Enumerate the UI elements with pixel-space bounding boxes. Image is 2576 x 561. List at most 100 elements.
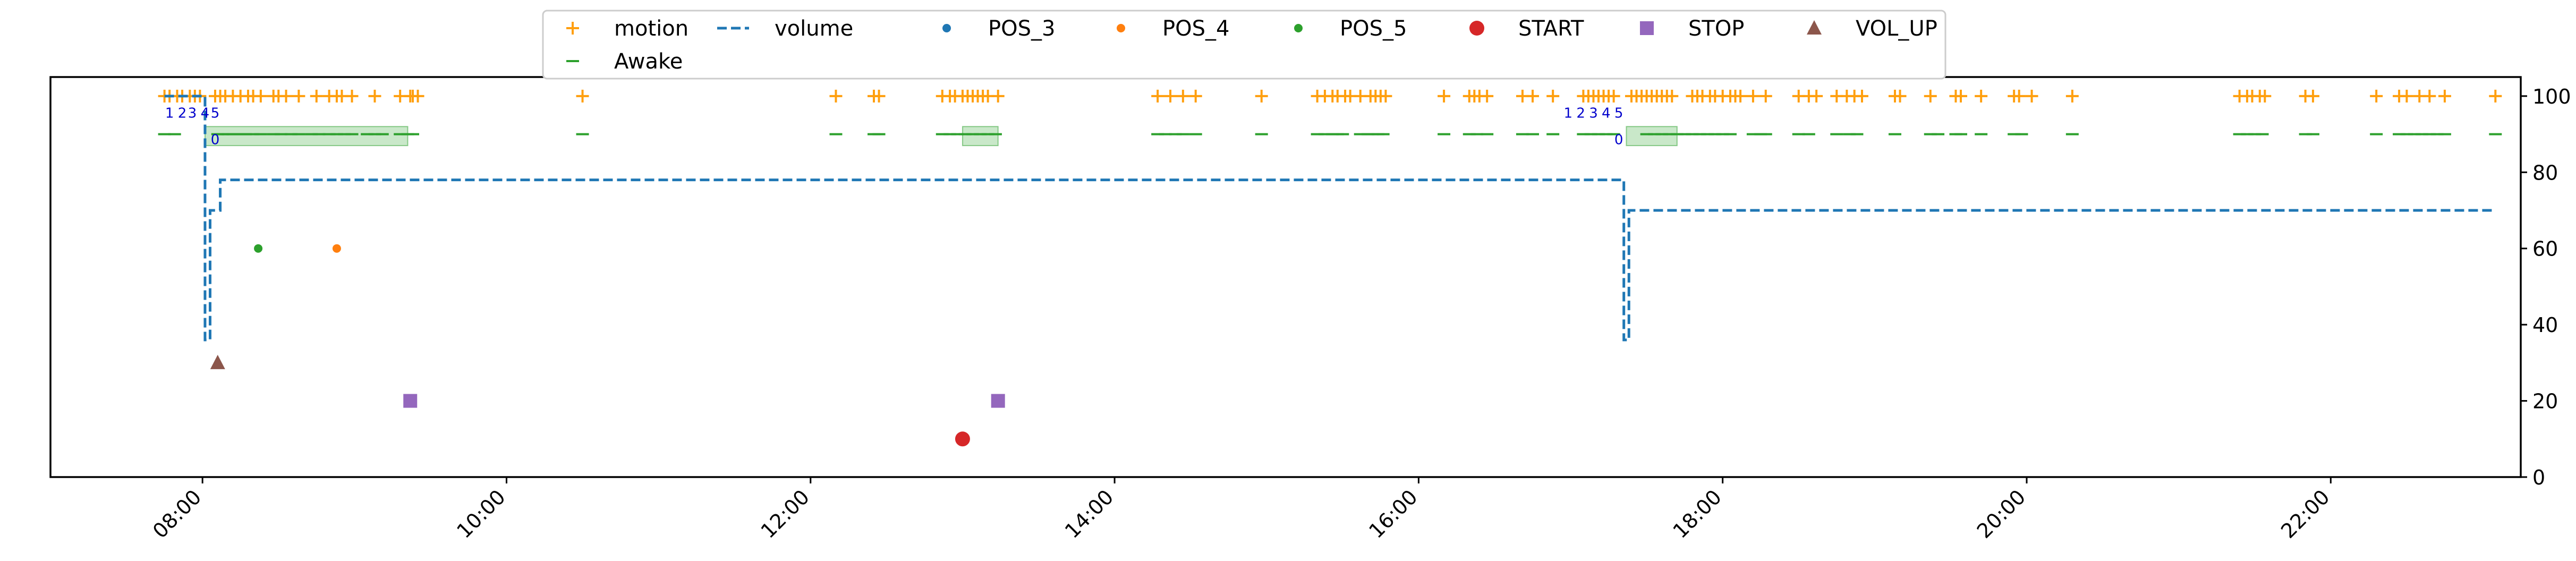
step-annotation: 4 [1602, 106, 1611, 122]
x-tick-label: 12:00 [756, 485, 814, 543]
motion-marker [1607, 89, 1620, 103]
step-annotation: 5 [211, 106, 220, 122]
step-annotation: 2 [178, 106, 187, 122]
legend-swatch [1294, 24, 1303, 32]
y-tick-label: 60 [2532, 237, 2558, 261]
motion-marker [292, 89, 305, 103]
motion-marker [310, 89, 323, 103]
y-tick-label: 0 [2532, 466, 2545, 489]
motion-marker [1526, 89, 1539, 103]
motion-marker [1546, 89, 1560, 103]
motion-marker [2438, 89, 2451, 103]
awake-span [204, 126, 409, 147]
motion-marker [2370, 89, 2383, 103]
pos-5-marker [254, 244, 263, 253]
motion-marker [872, 89, 886, 103]
motion-marker [1151, 89, 1164, 103]
step-annotation: 5 [1614, 106, 1623, 122]
legend-label: motion [614, 16, 688, 41]
motion-marker [1954, 89, 1967, 103]
step-annotation: 0 [1614, 132, 1623, 148]
motion-marker [1164, 89, 1177, 103]
stop-marker [991, 394, 1005, 408]
legend-swatch [566, 22, 579, 35]
y-axis: 0 20 40 60 80 100 [2521, 85, 2571, 489]
motion-marker [254, 89, 267, 103]
awake-span [962, 126, 999, 147]
step-annotation: 0 [211, 132, 220, 148]
motion-marker [2423, 89, 2436, 103]
step-annotation: 2 [1576, 106, 1585, 122]
motion-marker [2489, 89, 2502, 103]
series-layer [158, 89, 2502, 447]
legend: motion volume POS_3 POS_4 POS_5 START STOP VOL_… [542, 10, 1946, 80]
step-annotation: 1 [165, 106, 174, 122]
motion-marker [345, 89, 359, 103]
legend-swatch [1640, 21, 1654, 35]
motion-marker [1481, 89, 1494, 103]
legend-swatch [1469, 21, 1484, 36]
x-tick-label: 16:00 [1364, 485, 1422, 543]
legend-swatch [1117, 24, 1125, 32]
step-annotation: 1 [1563, 106, 1572, 122]
legend-swatch [1807, 20, 1822, 35]
motion-marker [1379, 89, 1392, 103]
motion-marker [2012, 89, 2026, 103]
motion-marker [2306, 89, 2319, 103]
vol-up-marker [210, 354, 225, 369]
legend-label: START [1518, 16, 1584, 41]
motion-marker [368, 89, 381, 103]
motion-marker [2025, 89, 2038, 103]
x-tick-label: 10:00 [452, 485, 510, 543]
motion-marker [1665, 89, 1679, 103]
motion-marker [1255, 89, 1268, 103]
motion-marker [1924, 89, 1937, 103]
y-tick-label: 100 [2532, 85, 2571, 108]
step-annotation: 4 [201, 106, 210, 122]
x-tick-label: 14:00 [1060, 485, 1118, 543]
motion-marker [1759, 89, 1772, 103]
pos-4-marker [332, 244, 341, 253]
motion-marker [1746, 89, 1759, 103]
motion-marker [411, 89, 424, 103]
motion-marker [1856, 89, 1868, 103]
legend-label: POS_4 [1162, 16, 1229, 41]
legend-box [542, 10, 1946, 80]
legend-label: POS_5 [1340, 16, 1407, 41]
volume-line [164, 95, 2496, 342]
motion-marker [1438, 89, 1451, 103]
annotations: 1 2 3 4 501 2 3 4 50 [165, 106, 1623, 148]
motion-marker [1975, 89, 1988, 103]
awake-span [1626, 126, 1678, 147]
start-marker [955, 431, 970, 447]
x-tick-label: 18:00 [1669, 485, 1727, 543]
legend-label: STOP [1688, 16, 1744, 41]
legend-label: volume [775, 16, 853, 41]
x-tick-label: 08:00 [148, 485, 206, 543]
motion-marker [1176, 89, 1189, 103]
motion-marker [991, 89, 1005, 103]
y-tick-label: 40 [2532, 313, 2558, 337]
step-annotation: 3 [188, 106, 197, 122]
legend-label: Awake [614, 49, 683, 74]
legend-swatch [942, 24, 951, 32]
x-tick-label: 22:00 [2276, 485, 2334, 543]
motion-marker [279, 89, 293, 103]
y-tick-label: 20 [2532, 390, 2558, 413]
motion-marker [829, 89, 843, 103]
motion-marker [2400, 89, 2413, 103]
motion-marker [1810, 89, 1823, 103]
motion-marker [1189, 89, 1202, 103]
x-axis: 08:00 10:00 12:00 14:00 16:00 18:00 20:00 22:00 [148, 477, 2334, 543]
awake-spans [204, 126, 1678, 147]
motion-marker [1893, 89, 1907, 103]
stop-marker [403, 394, 418, 408]
motion-marker [2065, 89, 2079, 103]
motion-marker [2258, 89, 2272, 103]
motion-marker [1734, 89, 1747, 103]
plot-frame [49, 76, 2522, 478]
y-tick-label: 80 [2532, 161, 2558, 184]
motion-marker [576, 89, 589, 103]
legend-label: VOL_UP [1856, 16, 1937, 41]
step-annotation: 3 [1589, 106, 1598, 122]
